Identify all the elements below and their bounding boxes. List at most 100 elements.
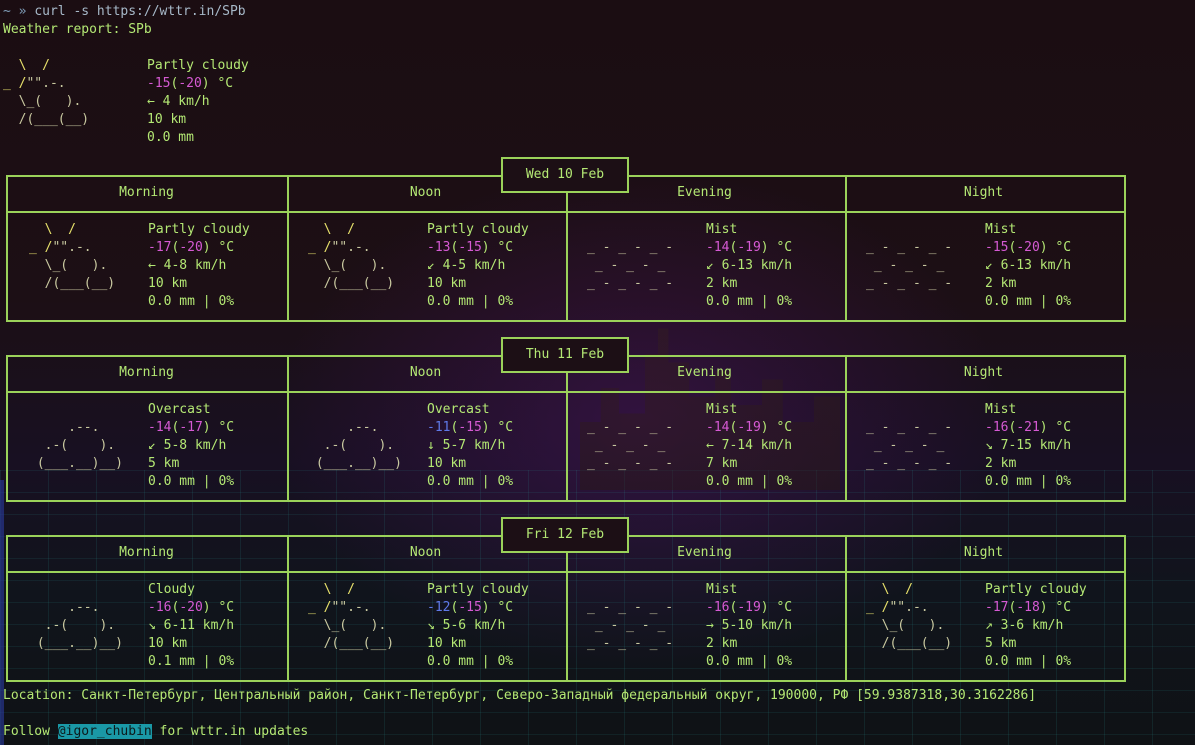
period-precip: 0.0 mm | 0% bbox=[706, 654, 793, 669]
period-condition: Mist bbox=[706, 582, 738, 597]
period-precip: 0.0 mm | 0% bbox=[985, 654, 1072, 669]
period-condition: Mist bbox=[985, 402, 1017, 417]
column-divider bbox=[845, 357, 847, 500]
period-temp-unit: °C bbox=[210, 420, 235, 435]
period-wind-dir: ↘ bbox=[985, 438, 993, 453]
current-visibility: 10 km bbox=[147, 112, 187, 127]
period-temp-unit: °C bbox=[768, 420, 793, 435]
column-divider bbox=[845, 537, 847, 680]
period-header: Evening bbox=[677, 185, 732, 200]
period-precip: 0.0 mm | 0% bbox=[706, 294, 793, 309]
weather-icon: \ / _ /"".-. \_( ). /(___(__) bbox=[308, 582, 410, 651]
report-title: Weather report: SPb bbox=[3, 22, 152, 37]
column-divider bbox=[287, 177, 289, 320]
period-temp: -16 bbox=[985, 420, 1009, 435]
period-wind-dir: ↙ bbox=[148, 438, 156, 453]
period-wind: 5-10 km/h bbox=[721, 618, 793, 633]
period-info: Overcast -14(-17) °C ↙ 5-8 km/h 5 km 0.0… bbox=[148, 402, 235, 489]
period-precip: 0.0 mm | 0% bbox=[985, 294, 1072, 309]
period-feels: -15 bbox=[458, 420, 482, 435]
period-condition: Mist bbox=[985, 222, 1017, 237]
period-temp-unit: °C bbox=[1047, 600, 1072, 615]
weather-icon: \ / _ /"".-. \_( ). /(___(__) bbox=[29, 222, 131, 291]
period-info: Partly cloudy -13(-15) °C ↙ 4-5 km/h 10 … bbox=[427, 222, 529, 309]
day-date-label: Wed 10 Feb bbox=[501, 157, 629, 193]
period-info: Mist -16(-19) °C → 5-10 km/h 2 km 0.0 mm… bbox=[706, 582, 793, 669]
period-wind-dir: ← bbox=[148, 258, 156, 273]
follow-suffix: for wttr.in updates bbox=[151, 724, 309, 739]
current-temp: -15 bbox=[147, 76, 171, 91]
column-divider bbox=[845, 177, 847, 320]
period-feels: -21 bbox=[1016, 420, 1040, 435]
twitter-handle-link[interactable]: @igor_chubin bbox=[57, 724, 152, 739]
period-temp-unit: °C bbox=[489, 420, 514, 435]
day-date-label: Fri 12 Feb bbox=[501, 517, 629, 553]
column-divider bbox=[566, 357, 568, 500]
period-info: Partly cloudy -17(-18) °C ↗ 3-6 km/h 5 k… bbox=[985, 582, 1087, 669]
current-feels: -20 bbox=[178, 76, 202, 91]
period-feels: -18 bbox=[1016, 600, 1040, 615]
period-temp-unit: °C bbox=[489, 240, 514, 255]
period-temp: -11 bbox=[427, 420, 451, 435]
period-wind: 7-15 km/h bbox=[1000, 438, 1072, 453]
current-weather-info: Partly cloudy -15(-20) °C ← 4 km/h 10 km… bbox=[147, 58, 249, 145]
period-wind-dir: ↓ bbox=[427, 438, 435, 453]
period-header: Noon bbox=[409, 545, 442, 560]
period-feels: -19 bbox=[737, 420, 761, 435]
period-wind: 4-8 km/h bbox=[163, 258, 227, 273]
period-temp: -12 bbox=[427, 600, 451, 615]
period-wind: 3-6 km/h bbox=[1000, 618, 1064, 633]
period-info: Cloudy -16(-20) °C ↘ 6-11 km/h 10 km 0.1… bbox=[148, 582, 235, 669]
period-condition: Partly cloudy bbox=[427, 222, 529, 237]
period-temp: -16 bbox=[148, 600, 172, 615]
period-visibility: 2 km bbox=[985, 456, 1017, 471]
follow-line: Follow @igor_chubin for wttr.in updates bbox=[3, 723, 308, 741]
period-temp-unit: °C bbox=[1047, 240, 1072, 255]
period-precip: 0.0 mm | 0% bbox=[427, 294, 514, 309]
period-temp-unit: °C bbox=[768, 600, 793, 615]
period-temp: -17 bbox=[985, 600, 1009, 615]
period-wind-dir: ↗ bbox=[985, 618, 993, 633]
period-info: Partly cloudy -17(-20) °C ← 4-8 km/h 10 … bbox=[148, 222, 250, 309]
period-condition: Overcast bbox=[148, 402, 211, 417]
period-condition: Mist bbox=[706, 402, 738, 417]
period-visibility: 7 km bbox=[706, 456, 738, 471]
current-temp-unit: °C bbox=[209, 76, 234, 91]
period-condition: Cloudy bbox=[148, 582, 195, 597]
period-visibility: 2 km bbox=[706, 276, 738, 291]
period-temp-unit: °C bbox=[210, 600, 235, 615]
period-temp: -16 bbox=[706, 600, 730, 615]
period-precip: 0.0 mm | 0% bbox=[148, 294, 235, 309]
period-temp: -14 bbox=[148, 420, 172, 435]
current-precip: 0.0 mm bbox=[147, 130, 194, 145]
current-condition: Partly cloudy bbox=[147, 58, 249, 73]
period-info: Mist -15(-20) °C ↙ 6-13 km/h 2 km 0.0 mm… bbox=[985, 222, 1072, 309]
period-visibility: 10 km bbox=[148, 276, 188, 291]
period-wind-dir: ↙ bbox=[427, 258, 435, 273]
prompt-symbol: ~ » bbox=[3, 4, 27, 19]
period-condition: Partly cloudy bbox=[985, 582, 1087, 597]
period-condition: Mist bbox=[706, 222, 738, 237]
period-precip: 0.0 mm | 0% bbox=[985, 474, 1072, 489]
weather-icon: \ / _ /"".-. \_( ). /(___(__) bbox=[866, 582, 968, 651]
weather-icon: _ - _ - _ - _ - _ - _ _ - _ - _ - bbox=[587, 420, 674, 471]
period-temp: -14 bbox=[706, 240, 730, 255]
weather-icon: _ - _ - _ - _ - _ - _ _ - _ - _ - bbox=[587, 240, 674, 291]
period-feels: -17 bbox=[179, 420, 203, 435]
weather-icon: .--. .-( ). (___.__)__) bbox=[36, 420, 123, 471]
period-condition: Partly cloudy bbox=[148, 222, 250, 237]
period-feels: -15 bbox=[458, 600, 482, 615]
period-wind-dir: ↘ bbox=[427, 618, 435, 633]
period-header: Noon bbox=[409, 185, 442, 200]
forecast-table: Morning .--. .-( ). (___.__)__) Overcast… bbox=[6, 355, 1126, 502]
weather-icon: _ - _ - _ - _ - _ - _ _ - _ - _ - bbox=[866, 420, 953, 471]
command-text: curl -s https://wttr.in/SPb bbox=[34, 4, 246, 19]
period-precip: 0.1 mm | 0% bbox=[148, 654, 235, 669]
period-feels: -19 bbox=[737, 600, 761, 615]
period-info: Partly cloudy -12(-15) °C ↘ 5-6 km/h 10 … bbox=[427, 582, 529, 669]
period-feels: -15 bbox=[458, 240, 482, 255]
period-wind: 7-14 km/h bbox=[721, 438, 793, 453]
period-temp-unit: °C bbox=[768, 240, 793, 255]
period-wind: 6-11 km/h bbox=[163, 618, 235, 633]
period-visibility: 5 km bbox=[148, 456, 180, 471]
